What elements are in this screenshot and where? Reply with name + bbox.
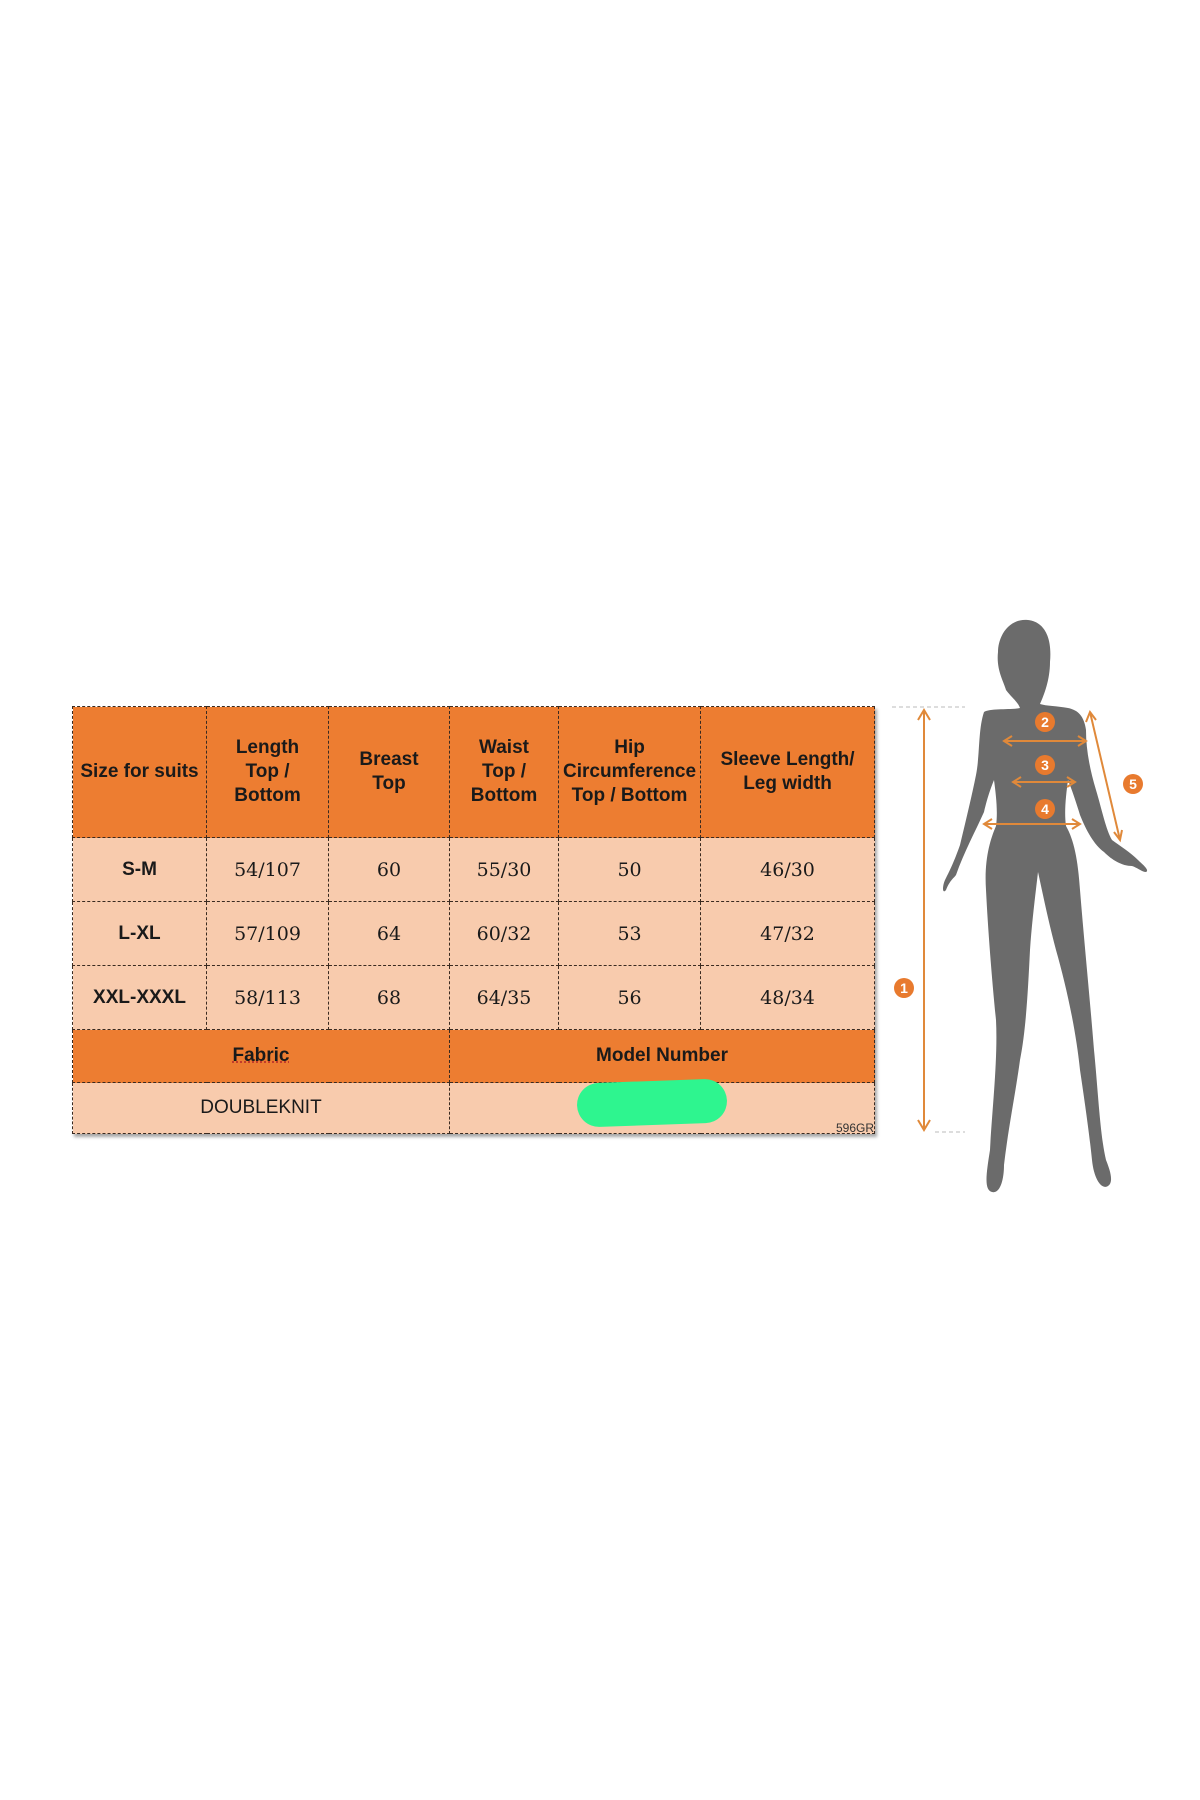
redaction-mark [576, 1078, 728, 1128]
model-number-header: Model Number [449, 1029, 875, 1083]
length-cell: 57/109 [206, 901, 329, 966]
waist-cell: 55/30 [449, 837, 559, 902]
marker-number: 2 [1041, 714, 1049, 730]
sleeve-cell: 47/32 [700, 901, 875, 966]
fabric-header: Fabric [72, 1029, 450, 1083]
marker-1: 1 [894, 978, 914, 998]
length-cell: 54/107 [206, 837, 329, 902]
table-row: S-M 54/107 60 55/30 50 46/30 [72, 837, 875, 902]
sleeve-cell: 48/34 [700, 965, 875, 1030]
marker-4: 4 [1035, 799, 1055, 819]
guide-lines [892, 706, 965, 1133]
marker-number: 3 [1041, 757, 1049, 773]
footer-header-row: Fabric Model Number [72, 1029, 875, 1083]
header-text: Waist Top / Bottom [470, 737, 538, 806]
hip-cell: 50 [557, 837, 702, 902]
table-row: L-XL 57/109 64 60/32 53 47/32 [72, 901, 875, 966]
header-waist: Waist Top / Bottom [449, 706, 559, 838]
size-cell: L-XL [72, 901, 207, 966]
header-breast: Breast Top [328, 706, 450, 838]
silhouette [943, 619, 1148, 1193]
marker-number: 5 [1129, 776, 1137, 792]
size-chart-table: Size for suits Length Top / Bottom Breas… [72, 706, 875, 1134]
header-sleeve: Sleeve Length/ Leg width [700, 706, 875, 838]
sleeve-cell: 46/30 [700, 837, 875, 902]
marker-2: 2 [1035, 712, 1055, 732]
length-cell: 58/113 [206, 965, 329, 1030]
header-text: Sleeve Length/ Leg width [720, 749, 855, 794]
waist-cell: 64/35 [449, 965, 559, 1030]
hip-cell: 53 [557, 901, 702, 966]
product-code: 596GR [836, 1121, 875, 1135]
marker-3: 3 [1035, 755, 1055, 775]
fabric-label: Fabric [232, 1045, 290, 1066]
marker-number: 4 [1041, 801, 1049, 817]
header-length: Length Top / Bottom [206, 706, 329, 838]
breast-cell: 64 [328, 901, 450, 966]
header-text: Hip Circumference Top / Bottom [563, 737, 697, 806]
header-row: Size for suits Length Top / Bottom Breas… [72, 706, 875, 838]
body-measurement-figure: 1 2 3 4 5 [892, 619, 1148, 1193]
size-cell: S-M [72, 837, 207, 902]
marker-5: 5 [1123, 774, 1143, 794]
fabric-value: DOUBLEKNIT [72, 1082, 450, 1134]
header-hip: Hip Circumference Top / Bottom [557, 706, 702, 838]
size-cell: XXL-XXXL [72, 965, 207, 1030]
header-text: Size for suits [80, 761, 199, 782]
footer-value-row: DOUBLEKNIT [72, 1078, 875, 1134]
header-text: Breast Top [359, 749, 419, 794]
header-size: Size for suits [72, 706, 207, 838]
measurement-arrows [917, 708, 1123, 1132]
model-number-value [449, 1078, 875, 1134]
table-row: XXL-XXXL 58/113 68 64/35 56 48/34 [72, 965, 875, 1030]
header-text: Length Top / Bottom [234, 737, 301, 806]
breast-cell: 68 [328, 965, 450, 1030]
hip-cell: 56 [557, 965, 702, 1030]
marker-number: 1 [900, 980, 908, 996]
breast-cell: 60 [328, 837, 450, 902]
waist-cell: 60/32 [449, 901, 559, 966]
